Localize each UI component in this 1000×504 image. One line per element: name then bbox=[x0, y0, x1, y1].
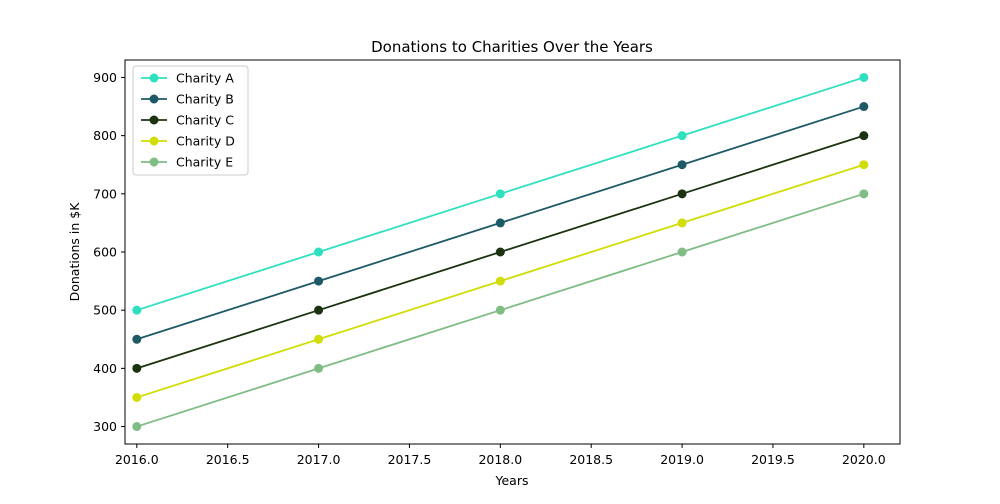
data-point bbox=[132, 392, 142, 402]
y-tick-label: 400 bbox=[93, 361, 117, 376]
series-4 bbox=[132, 160, 869, 402]
legend-item: Charity C bbox=[141, 113, 234, 128]
data-point bbox=[677, 218, 687, 228]
legend-label: Charity E bbox=[176, 155, 233, 170]
series-5 bbox=[132, 189, 869, 432]
series-3 bbox=[132, 131, 869, 373]
axes: 2016.0 2016.5 2017.0 2017.5 2018.0 2018.5 2019… bbox=[93, 59, 901, 467]
x-tick-label: 2019.5 bbox=[751, 452, 795, 467]
x-tick-label: 2017.0 bbox=[297, 452, 341, 467]
data-point bbox=[132, 363, 142, 373]
data-point bbox=[859, 72, 869, 82]
data-point bbox=[495, 305, 505, 315]
series-1 bbox=[132, 72, 869, 315]
data-point bbox=[677, 247, 687, 257]
y-tick-label: 800 bbox=[93, 128, 117, 143]
legend-marker bbox=[149, 115, 159, 125]
data-point bbox=[314, 305, 324, 315]
x-tick-label: 2018.5 bbox=[569, 452, 613, 467]
data-point bbox=[677, 160, 687, 170]
legend-marker bbox=[149, 73, 159, 83]
y-tick-label: 500 bbox=[93, 303, 117, 318]
x-tick-label: 2017.5 bbox=[388, 452, 432, 467]
legend-label: Charity C bbox=[176, 113, 234, 128]
data-point bbox=[859, 102, 869, 112]
legend-item: Charity E bbox=[141, 155, 233, 170]
data-point bbox=[132, 305, 142, 315]
chart-title: Donations to Charities Over the Years bbox=[371, 38, 653, 56]
data-point bbox=[314, 247, 324, 257]
legend-marker bbox=[149, 136, 159, 146]
x-tick-label: 2020.0 bbox=[842, 452, 886, 467]
legend-label: Charity A bbox=[176, 71, 234, 86]
data-point bbox=[859, 160, 869, 170]
data-point bbox=[132, 334, 142, 344]
data-point bbox=[314, 363, 324, 373]
data-point bbox=[677, 189, 687, 199]
x-tick-label: 2016.5 bbox=[206, 452, 250, 467]
legend-item: Charity B bbox=[141, 92, 234, 107]
series-2 bbox=[132, 102, 869, 344]
legend-item: Charity A bbox=[141, 71, 234, 86]
y-tick-label: 300 bbox=[93, 419, 117, 434]
legend-label: Charity D bbox=[176, 134, 235, 149]
data-point bbox=[314, 334, 324, 344]
y-tick-label: 700 bbox=[93, 186, 117, 201]
legend-marker bbox=[149, 94, 159, 104]
data-point bbox=[495, 247, 505, 257]
data-point bbox=[314, 276, 324, 286]
y-axis-title: Donations in $K bbox=[67, 202, 82, 302]
y-tick-label: 900 bbox=[93, 70, 117, 85]
data-point bbox=[859, 189, 869, 199]
legend: Charity A Charity B Charity C Charity D Char… bbox=[132, 65, 249, 176]
legend-box bbox=[132, 65, 249, 176]
data-point bbox=[859, 131, 869, 141]
legend-label: Charity B bbox=[176, 92, 234, 107]
x-tick-label: 2018.0 bbox=[478, 452, 522, 467]
data-point bbox=[495, 189, 505, 199]
x-tick-label: 2019.0 bbox=[660, 452, 704, 467]
data-point bbox=[677, 131, 687, 141]
data-point bbox=[495, 218, 505, 228]
y-tick-label: 600 bbox=[93, 245, 117, 260]
legend-marker bbox=[149, 157, 159, 167]
data-point bbox=[132, 422, 142, 432]
legend-item: Charity D bbox=[141, 134, 235, 149]
x-axis-title: Years bbox=[495, 473, 529, 488]
x-tick-label: 2016.0 bbox=[115, 452, 159, 467]
plot-area bbox=[132, 72, 869, 432]
data-point bbox=[495, 276, 505, 286]
